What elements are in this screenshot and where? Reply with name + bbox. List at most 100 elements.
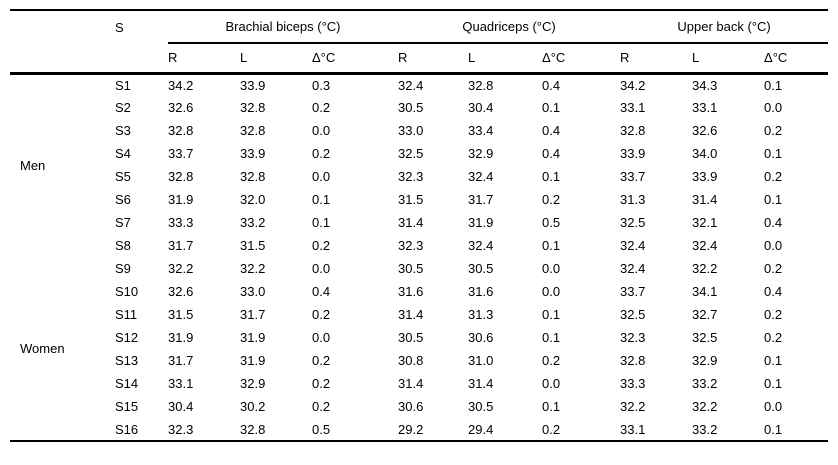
value-cell: 0.1: [312, 215, 331, 230]
value-cell: 0.5: [542, 215, 561, 230]
col-group-brachial-biceps: Brachial biceps (°C): [168, 10, 399, 44]
value-cell: 0.0: [312, 123, 331, 138]
sub-header-empty: [115, 43, 168, 75]
table-row: S5 32.8 32.8 0.0 32.3 32.4 0.1 33.7 33.9 0.2: [10, 165, 828, 188]
table-row: Women S9 32.2 32.2 0.0 30.5 30.5 0.0 32.4 32.2 0.2: [10, 257, 828, 356]
value-cell: 0.2: [312, 146, 331, 161]
value-cell: 31.9: [468, 215, 494, 230]
sub-header-delta: Δ°C: [542, 43, 621, 75]
value-cell: 33.1: [692, 100, 718, 115]
value-cell: 29.4: [468, 421, 494, 437]
table-row: S13 31.7 31.9 0.2 30.8 31.0 0.2 32.8 32.9 0.1: [10, 349, 828, 372]
value-cell: 31.5: [168, 307, 194, 322]
value-cell: 32.9: [240, 376, 266, 391]
value-cell: 32.2: [168, 261, 194, 276]
value-cell: 31.4: [398, 307, 424, 322]
value-cell: 32.6: [692, 123, 718, 138]
value-cell: 34.1: [692, 284, 718, 299]
value-cell: 0.4: [542, 77, 561, 93]
value-cell: 0.2: [312, 376, 331, 391]
value-cell: 0.2: [764, 123, 783, 138]
value-cell: 33.4: [468, 123, 494, 138]
value-cell: 31.6: [468, 284, 494, 299]
subject-id: S6: [115, 192, 131, 207]
value-cell: 32.4: [620, 238, 646, 253]
value-cell: 32.8: [620, 353, 646, 368]
value-cell: 32.5: [398, 146, 424, 161]
value-cell: 33.2: [240, 215, 266, 230]
value-cell: 30.5: [398, 261, 424, 276]
value-cell: 33.2: [692, 376, 718, 391]
subject-id: S14: [115, 376, 139, 391]
value-cell: 32.5: [620, 215, 646, 230]
value-cell: 33.0: [398, 123, 424, 138]
value-cell: 0.1: [764, 376, 783, 391]
value-cell: 0.0: [312, 169, 331, 184]
value-cell: 31.5: [240, 238, 266, 253]
sub-header-l: L: [240, 43, 312, 75]
value-cell: 32.5: [620, 307, 646, 322]
subject-id: S7: [115, 215, 131, 230]
value-cell: 34.2: [168, 77, 194, 93]
value-cell: 0.2: [764, 261, 783, 276]
table-row: S10 32.6 33.0 0.4 31.6 31.6 0.0 33.7 34.1 0.4: [10, 280, 828, 303]
value-cell: 32.8: [240, 100, 266, 115]
value-cell: 33.9: [620, 146, 646, 161]
value-cell: 32.3: [620, 330, 646, 345]
value-cell: 0.1: [764, 192, 783, 207]
value-cell: 32.8: [240, 421, 266, 437]
value-cell: 0.5: [312, 421, 331, 437]
value-cell: 0.2: [542, 192, 561, 207]
value-cell: 32.9: [468, 146, 494, 161]
value-cell: 30.5: [398, 100, 424, 115]
value-cell: 32.6: [168, 284, 194, 299]
value-cell: 31.4: [398, 376, 424, 391]
value-cell: 0.0: [542, 261, 561, 276]
value-cell: 31.3: [468, 307, 494, 322]
value-cell: 0.2: [764, 330, 783, 345]
row-group-label: Men: [20, 158, 46, 174]
subject-id: S5: [115, 169, 131, 184]
value-cell: 0.1: [542, 330, 561, 345]
value-cell: 32.4: [468, 238, 494, 253]
value-cell: 34.3: [692, 77, 718, 93]
value-cell: 31.7: [468, 192, 494, 207]
value-cell: 0.4: [764, 215, 783, 230]
table-header: S Brachial biceps (°C) Quadriceps (°C) U…: [10, 10, 829, 75]
value-cell: 33.3: [620, 376, 646, 391]
table-row: S6 31.9 32.0 0.1 31.5 31.7 0.2 31.3 31.4 0.1: [10, 188, 828, 211]
value-cell: 31.9: [240, 330, 266, 345]
value-cell: 0.0: [312, 330, 331, 345]
table-row: S2 32.6 32.8 0.2 30.5 30.4 0.1 33.1 33.1 0.0: [10, 96, 828, 119]
subject-id: S12: [115, 330, 139, 345]
col-group-upper-back: Upper back (°C): [620, 10, 829, 44]
table-page: S Brachial biceps (°C) Quadriceps (°C) U…: [10, 9, 829, 442]
value-cell: 0.1: [542, 238, 561, 253]
sub-header-l: L: [468, 43, 543, 75]
value-cell: 0.1: [542, 307, 561, 322]
value-cell: 32.2: [692, 399, 718, 414]
value-cell: 31.4: [468, 376, 494, 391]
value-cell: 0.2: [312, 307, 331, 322]
value-cell: 33.1: [168, 376, 194, 391]
value-cell: 30.5: [398, 330, 424, 345]
value-cell: 33.9: [692, 169, 718, 184]
value-cell: 30.6: [468, 330, 494, 345]
table-row: S15 30.4 30.2 0.2 30.6 30.5 0.1 32.2 32.2 0.0: [10, 395, 828, 418]
value-cell: 30.6: [398, 399, 424, 414]
value-cell: 30.4: [168, 399, 194, 414]
value-cell: 0.4: [542, 123, 561, 138]
subject-id: S3: [115, 123, 131, 138]
value-cell: 0.0: [764, 100, 783, 115]
value-cell: 0.1: [542, 169, 561, 184]
subject-id: S10: [115, 284, 139, 299]
sub-header-row: R L Δ°C R L Δ°C R L Δ°C: [10, 43, 829, 75]
value-cell: 30.8: [398, 353, 424, 368]
value-cell: 30.2: [240, 399, 266, 414]
sub-header-empty: [10, 43, 115, 75]
value-cell: 32.0: [240, 192, 266, 207]
subject-id: S9: [115, 261, 131, 276]
value-cell: 32.2: [692, 261, 718, 276]
value-cell: 31.3: [620, 192, 646, 207]
value-cell: 32.9: [692, 353, 718, 368]
